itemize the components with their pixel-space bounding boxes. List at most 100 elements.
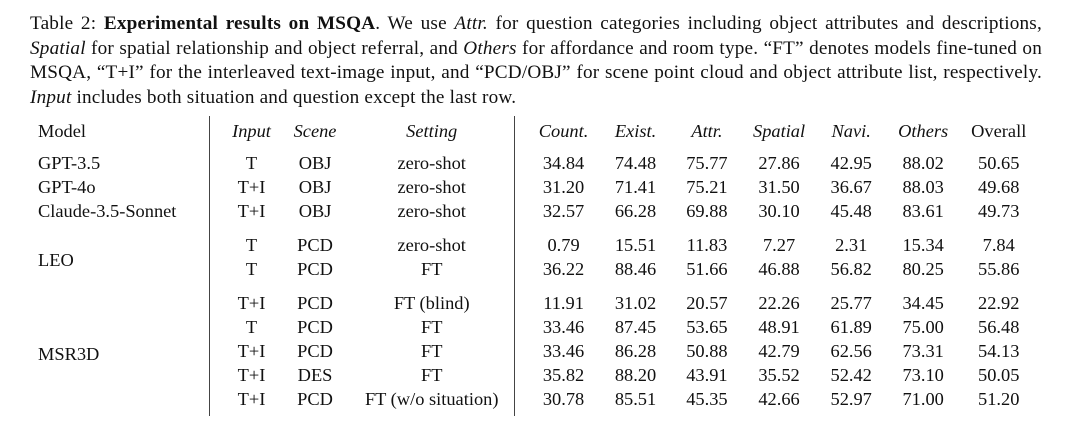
row-metric-attr: 51.66 (686, 259, 728, 280)
row-metric-overall: 55.86 (978, 259, 1020, 280)
row-metric-others: 80.25 (902, 259, 944, 280)
table-row: LEO T PCD zero-shot 0.79 15.51 11.83 7.27 2.31 15… (30, 228, 1042, 270)
results-table-body: Model Input Scene Setting Count. Exist. … (30, 116, 1042, 417)
table-row: T+I DES FT 35.82 88.20 43.91 35.52 52.42 73.10 50… (30, 363, 1042, 388)
table-row: T PCD FT 33.46 87.45 53.65 48.91 61.89 75.00 56.4… (30, 315, 1042, 340)
header-setting: Setting (406, 121, 458, 142)
row-setting: FT (420, 259, 443, 280)
row-metric-exist: 88.46 (614, 259, 657, 280)
row-metric-count: 11.91 (514, 286, 600, 316)
row-metric-count: 33.46 (514, 339, 600, 364)
caption-italic-input: Input (30, 86, 72, 108)
row-metric-count: 0.79 (514, 228, 600, 258)
row-metric-exist: 71.41 (614, 177, 657, 198)
row-metric-count: 30.78 (514, 387, 600, 417)
row-input: T+I (209, 199, 281, 229)
row-setting: FT (w/o situation) (364, 389, 499, 410)
row-metric-count: 31.20 (514, 175, 600, 200)
row-metric-navi: 56.82 (830, 259, 872, 280)
row-metric-spatial: 22.26 (758, 293, 800, 314)
row-setting: FT (420, 365, 443, 386)
caption-seg4: for affordance and room type. “FT” denot… (30, 37, 1042, 84)
row-scene: PCD (297, 259, 333, 280)
table-row: T PCD FT 36.22 88.46 51.66 46.88 56.82 80.25 55.8… (30, 257, 1042, 287)
header-exist: Exist. (614, 121, 657, 142)
row-metric-others: 83.61 (902, 201, 944, 222)
header-scene: Scene (293, 121, 337, 142)
table-caption: Table 2: Experimental results on MSQA. W… (30, 12, 1042, 110)
row-model-name: Claude-3.5-Sonnet (38, 201, 177, 222)
row-input: T (209, 257, 281, 287)
row-metric-navi: 45.48 (830, 201, 872, 222)
row-model-name: GPT-4o (38, 177, 96, 198)
row-metric-count: 32.57 (514, 199, 600, 229)
table-row: GPT-4o T+I OBJ zero-shot 31.20 71.41 75.21 31.5… (30, 175, 1042, 200)
caption-label: Table 2: (30, 13, 97, 34)
table-row: T+I PCD FT 33.46 86.28 50.88 42.79 62.56 73.31 54… (30, 339, 1042, 364)
row-metric-exist: 87.45 (614, 317, 657, 338)
row-scene: PCD (297, 293, 333, 314)
row-metric-navi: 52.97 (830, 389, 872, 410)
row-metric-navi: 42.95 (830, 153, 872, 174)
header-navi: Navi. (831, 121, 871, 142)
caption-seg1: . We use (375, 13, 455, 34)
header-input: Input (209, 116, 281, 147)
row-metric-navi: 61.89 (830, 317, 872, 338)
row-metric-count: 33.46 (514, 315, 600, 340)
row-metric-spatial: 27.86 (758, 153, 800, 174)
row-input: T+I (209, 286, 281, 316)
row-model-group-label: MSR3D (38, 343, 100, 364)
row-metric-attr: 11.83 (686, 235, 728, 256)
row-metric-overall: 51.20 (978, 389, 1020, 410)
caption-italic-attr: Attr. (454, 13, 488, 34)
row-metric-overall: 49.73 (978, 201, 1020, 222)
row-input: T (209, 228, 281, 258)
header-others: Others (898, 121, 949, 142)
row-setting: FT (blind) (393, 293, 470, 314)
row-metric-exist: 31.02 (614, 293, 657, 314)
row-input: T+I (209, 363, 281, 388)
row-metric-navi: 2.31 (835, 235, 868, 256)
row-scene: PCD (297, 341, 333, 362)
row-metric-spatial: 42.79 (758, 341, 800, 362)
row-metric-overall: 22.92 (978, 293, 1020, 314)
row-metric-exist: 74.48 (614, 153, 657, 174)
caption-seg3: for spatial relationship and object refe… (85, 37, 464, 59)
row-metric-navi: 25.77 (830, 293, 872, 314)
row-metric-navi: 62.56 (830, 341, 872, 362)
row-metric-others: 73.31 (902, 341, 944, 362)
row-metric-overall: 54.13 (978, 341, 1020, 362)
row-metric-overall: 50.05 (978, 365, 1020, 386)
row-metric-others: 88.02 (902, 153, 944, 174)
row-scene: DES (297, 365, 333, 386)
row-setting: zero-shot (397, 153, 466, 174)
row-metric-exist: 88.20 (614, 365, 657, 386)
row-scene: PCD (297, 235, 333, 256)
header-attr: Attr. (691, 121, 723, 142)
row-metric-others: 88.03 (902, 177, 944, 198)
row-scene: OBJ (298, 201, 332, 222)
row-metric-attr: 43.91 (686, 365, 728, 386)
row-metric-others: 34.45 (902, 293, 944, 314)
row-metric-attr: 69.88 (686, 201, 728, 222)
row-input: T (209, 315, 281, 340)
row-metric-spatial: 46.88 (758, 259, 800, 280)
results-table-wrapper: Model Input Scene Setting Count. Exist. … (30, 116, 1042, 417)
row-metric-overall: 56.48 (978, 317, 1020, 338)
header-model: Model (38, 121, 87, 142)
row-model-name: GPT-3.5 (38, 153, 101, 174)
row-metric-others: 15.34 (902, 235, 944, 256)
row-metric-attr: 75.21 (686, 177, 728, 198)
row-metric-spatial: 7.27 (762, 235, 796, 256)
row-metric-navi: 36.67 (830, 177, 872, 198)
row-metric-others: 71.00 (902, 389, 944, 410)
row-metric-exist: 15.51 (614, 235, 657, 256)
row-metric-spatial: 35.52 (758, 365, 800, 386)
row-metric-exist: 66.28 (614, 201, 657, 222)
caption-seg2: for question categories including object… (487, 13, 1042, 34)
row-setting: FT (420, 317, 443, 338)
row-setting: zero-shot (397, 201, 466, 222)
header-count: Count. (514, 116, 600, 147)
row-input: T (209, 146, 281, 176)
